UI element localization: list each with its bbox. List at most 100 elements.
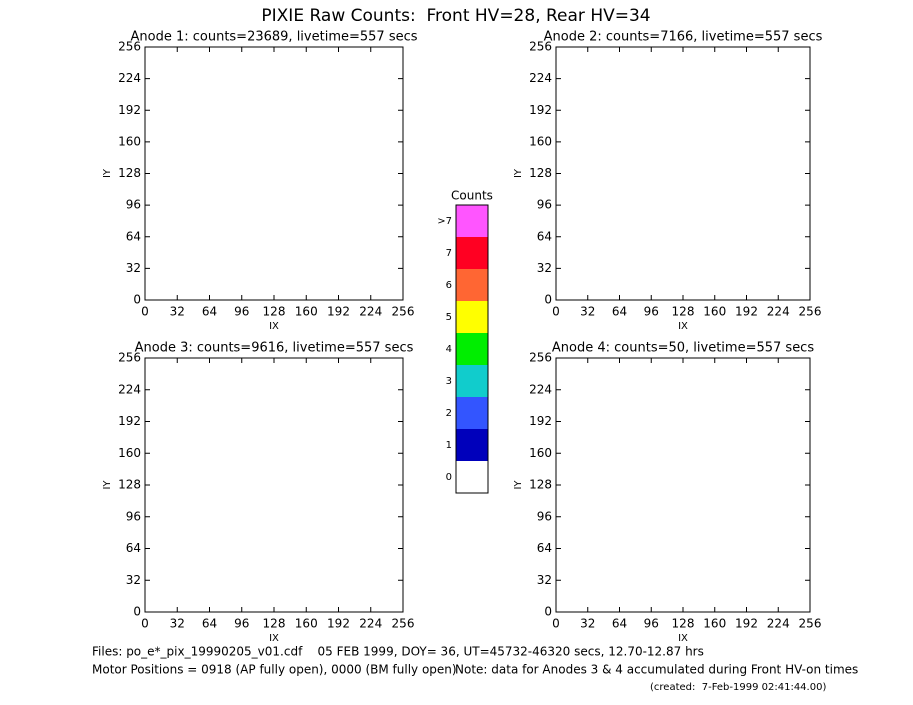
y-tick-label: 224: [118, 382, 141, 396]
y-tick-label: 128: [529, 166, 552, 180]
y-tick-label: 0: [133, 293, 141, 307]
y-tick-label: 224: [118, 71, 141, 85]
x-tick-label: 0: [141, 305, 149, 319]
x-tick-label: 160: [703, 617, 726, 631]
y-tick-label: 224: [529, 71, 552, 85]
x-tick-label: 96: [234, 305, 249, 319]
colorbar-swatch: [456, 461, 488, 493]
x-tick-label: 160: [295, 305, 318, 319]
colorbar-label: 3: [446, 376, 452, 387]
y-tick-label: 160: [118, 134, 141, 148]
colorbar-swatch: [456, 269, 488, 301]
footer-created: (created: 7-Feb-1999 02:41:44.00): [650, 682, 826, 693]
x-tick-label: 224: [767, 617, 790, 631]
x-tick-label: 192: [327, 617, 350, 631]
x-tick-label: 96: [234, 617, 249, 631]
y-tick-label: 224: [529, 382, 552, 396]
colorbar-label: 0: [446, 472, 452, 483]
y-tick-label: 192: [529, 103, 552, 117]
y-axis-label: IY: [102, 480, 113, 490]
y-tick-label: 192: [118, 103, 141, 117]
y-tick-label: 64: [126, 541, 141, 555]
y-tick-label: 128: [118, 166, 141, 180]
y-tick-label: 160: [529, 134, 552, 148]
y-tick-label: 256: [118, 351, 141, 365]
y-tick-label: 160: [529, 446, 552, 460]
colorbar-swatch: [456, 333, 488, 365]
panel-title: Anode 2: counts=7166, livetime=557 secs: [544, 30, 823, 45]
y-tick-label: 96: [126, 509, 141, 523]
x-tick-label: 64: [202, 305, 217, 319]
x-tick-label: 256: [392, 305, 415, 319]
colorbar-swatch: [456, 205, 488, 237]
y-tick-label: 32: [126, 573, 141, 587]
footer-note: Note: data for Anodes 3 & 4 accumulated …: [455, 663, 858, 677]
x-tick-label: 224: [359, 305, 382, 319]
figure-title: PIXIE Raw Counts: Front HV=28, Rear HV=3…: [261, 6, 650, 26]
footer-files: Files: po_e*_pix_19990205_v01.cdf 05 FEB…: [92, 645, 704, 659]
x-tick-label: 0: [141, 617, 149, 631]
x-tick-label: 192: [327, 305, 350, 319]
colorbar-frame: [455, 204, 489, 494]
colorbar-swatch: [456, 301, 488, 333]
x-tick-label: 64: [612, 617, 627, 631]
y-axis-label: IY: [513, 480, 524, 490]
colorbar-label: 1: [446, 440, 452, 451]
colorbar-label: >7: [437, 216, 452, 227]
x-tick-label: 64: [202, 617, 217, 631]
x-tick-label: 128: [263, 617, 286, 631]
y-tick-label: 64: [126, 229, 141, 243]
colorbar-swatch: [456, 365, 488, 397]
y-tick-label: 32: [537, 261, 552, 275]
y-tick-label: 256: [529, 351, 552, 365]
footer-motor: Motor Positions = 0918 (AP fully open), …: [92, 663, 457, 677]
x-tick-label: 128: [672, 305, 695, 319]
y-tick-label: 0: [133, 605, 141, 619]
y-tick-label: 0: [544, 293, 552, 307]
y-tick-label: 32: [537, 573, 552, 587]
x-tick-label: 32: [580, 305, 595, 319]
x-tick-label: 64: [612, 305, 627, 319]
x-tick-label: 160: [295, 617, 318, 631]
x-tick-label: 224: [359, 617, 382, 631]
colorbar-label: 6: [446, 280, 452, 291]
y-tick-label: 32: [126, 261, 141, 275]
panel-title: Anode 1: counts=23689, livetime=557 secs: [130, 30, 417, 45]
x-tick-label: 32: [580, 617, 595, 631]
x-tick-label: 128: [672, 617, 695, 631]
y-tick-label: 0: [544, 605, 552, 619]
colorbar-label: 2: [446, 408, 452, 419]
y-tick-label: 96: [126, 198, 141, 212]
x-tick-label: 192: [735, 617, 758, 631]
y-axis-label: IY: [102, 168, 113, 178]
x-axis-label: IX: [678, 321, 688, 332]
x-tick-label: 96: [644, 617, 659, 631]
colorbar-title: Counts: [451, 189, 493, 203]
y-tick-label: 128: [529, 478, 552, 492]
x-axis-label: IX: [269, 633, 279, 644]
colorbar-label: 5: [446, 312, 452, 323]
x-tick-label: 0: [552, 617, 560, 631]
x-tick-label: 0: [552, 305, 560, 319]
y-tick-label: 128: [118, 478, 141, 492]
x-tick-label: 96: [644, 305, 659, 319]
x-tick-label: 192: [735, 305, 758, 319]
x-tick-label: 32: [170, 305, 185, 319]
x-axis-label: IX: [678, 633, 688, 644]
x-axis-label: IX: [269, 321, 279, 332]
y-tick-label: 160: [118, 446, 141, 460]
y-tick-label: 256: [529, 40, 552, 54]
x-tick-label: 256: [392, 617, 415, 631]
x-tick-label: 128: [263, 305, 286, 319]
y-tick-label: 96: [537, 509, 552, 523]
panel-title: Anode 4: counts=50, livetime=557 secs: [552, 341, 814, 356]
x-tick-label: 32: [170, 617, 185, 631]
y-tick-label: 192: [529, 414, 552, 428]
y-tick-label: 64: [537, 229, 552, 243]
x-tick-label: 256: [799, 617, 822, 631]
y-axis-label: IY: [513, 168, 524, 178]
panel-title: Anode 3: counts=9616, livetime=557 secs: [135, 341, 414, 356]
colorbar-swatch: [456, 429, 488, 461]
